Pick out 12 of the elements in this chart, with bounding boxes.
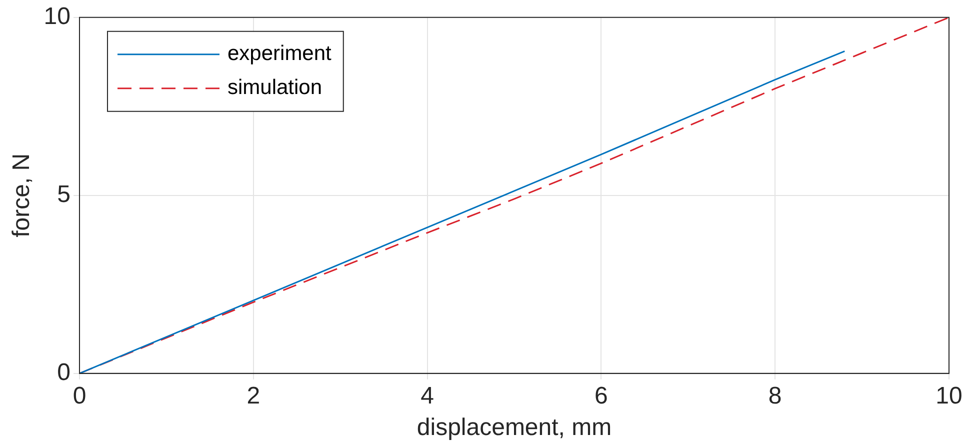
y-tick-label: 0 — [57, 359, 70, 386]
x-tick-label: 2 — [246, 382, 260, 410]
x-tick-label: 6 — [594, 382, 608, 410]
y-axis-title: force, N — [8, 153, 36, 238]
legend-label: experiment — [227, 42, 332, 66]
y-tick-label: 10 — [44, 3, 70, 30]
x-tick-label: 8 — [768, 382, 782, 410]
x-axis-title: displacement, mm — [416, 414, 612, 442]
y-tick-label: 5 — [57, 181, 70, 208]
legend-label: simulation — [227, 76, 322, 100]
x-tick-label: 10 — [936, 382, 962, 410]
x-tick-label: 4 — [420, 382, 434, 410]
